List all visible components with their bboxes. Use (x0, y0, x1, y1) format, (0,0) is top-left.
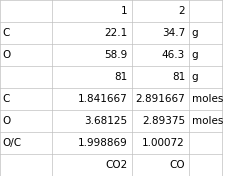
Text: 2.89375: 2.89375 (142, 116, 185, 126)
Text: 1.998869: 1.998869 (78, 138, 127, 148)
Text: g: g (192, 28, 198, 38)
Text: 34.7: 34.7 (162, 28, 185, 38)
Text: 58.9: 58.9 (104, 50, 127, 60)
Text: 3.68125: 3.68125 (84, 116, 127, 126)
Text: g: g (192, 50, 198, 60)
Text: 1.841667: 1.841667 (78, 94, 127, 104)
Text: moles: moles (192, 116, 223, 126)
Text: 1.00072: 1.00072 (142, 138, 185, 148)
Text: 81: 81 (114, 72, 127, 82)
Text: 81: 81 (172, 72, 185, 82)
Text: C: C (2, 94, 10, 104)
Text: O/C: O/C (2, 138, 21, 148)
Text: moles: moles (192, 94, 223, 104)
Text: C: C (2, 28, 10, 38)
Text: 2.891667: 2.891667 (135, 94, 185, 104)
Text: 22.1: 22.1 (104, 28, 127, 38)
Text: 1: 1 (121, 6, 127, 16)
Text: 2: 2 (178, 6, 185, 16)
Text: 46.3: 46.3 (162, 50, 185, 60)
Text: O: O (2, 116, 11, 126)
Text: CO: CO (169, 160, 185, 170)
Text: O: O (2, 50, 11, 60)
Text: CO2: CO2 (105, 160, 127, 170)
Text: g: g (192, 72, 198, 82)
